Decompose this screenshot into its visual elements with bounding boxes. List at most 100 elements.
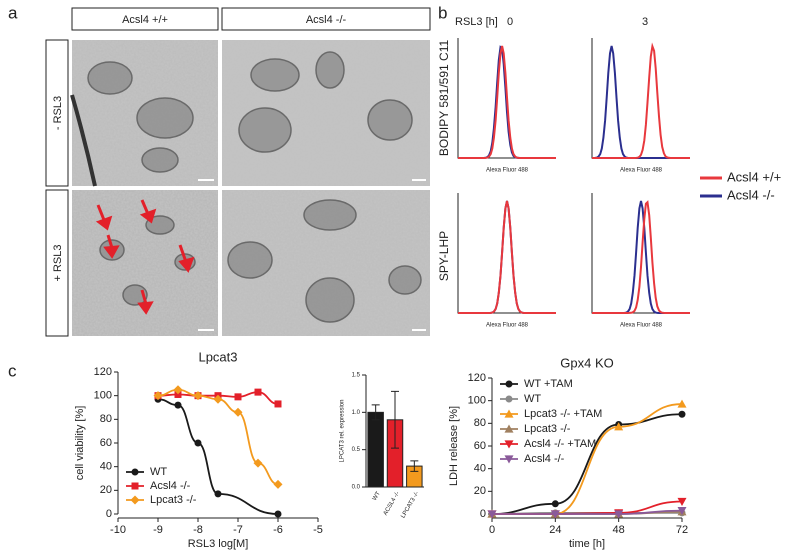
hist-curve — [592, 42, 690, 159]
y-axis-label: cell viability [%] — [74, 406, 86, 481]
column-header-box — [71, 7, 219, 31]
point — [213, 394, 223, 404]
column-header: Acsl4 -/- — [306, 14, 347, 26]
time-value: 0 — [507, 16, 513, 28]
row-header-box — [45, 39, 69, 187]
y-tick-label: 0 — [480, 508, 486, 520]
panel-label: a — [8, 3, 18, 22]
series-line — [491, 403, 683, 515]
point — [678, 410, 686, 418]
error-bar — [391, 390, 399, 449]
legend-label: Acsl4 -/- — [150, 480, 191, 492]
y-tick-label: 80 — [100, 413, 112, 425]
legend-marker — [505, 395, 513, 403]
point — [614, 510, 624, 519]
legend-marker — [130, 495, 140, 505]
legend-label: Lpcat3 -/- — [150, 494, 197, 506]
row-header: - RSL3 — [52, 96, 64, 130]
point — [233, 407, 243, 417]
legend-label: WT +TAM — [524, 378, 573, 390]
hist-x-label: Alexa Fluor 488 — [486, 323, 529, 329]
point — [677, 399, 687, 408]
x-tick-label: 0 — [489, 524, 495, 536]
y-tick-label: 120 — [94, 366, 112, 378]
x-tick-label: -7 — [233, 524, 243, 536]
series-line — [491, 413, 683, 515]
time-value: 3 — [642, 16, 648, 28]
hist-x-label: Alexa Fluor 488 — [620, 323, 663, 329]
point — [677, 507, 687, 516]
legend-marker — [504, 455, 514, 464]
point — [194, 439, 202, 447]
chart-title: Lpcat3 — [198, 349, 237, 364]
point — [614, 422, 624, 431]
hist-curve — [458, 200, 556, 314]
point — [273, 479, 283, 489]
y-tick-label: 0.0 — [352, 485, 361, 491]
point — [174, 401, 182, 409]
point — [214, 490, 222, 498]
row-header-box — [45, 189, 69, 337]
point — [274, 510, 282, 518]
column-header: Acsl4 +/+ — [122, 14, 168, 26]
x-tick-label: 72 — [676, 524, 688, 536]
column-header-box — [221, 7, 431, 31]
point — [253, 458, 263, 468]
hist-axes — [457, 193, 556, 314]
legend-marker — [504, 409, 514, 418]
x-tick-label: WT — [372, 490, 382, 501]
legend-marker — [131, 482, 139, 490]
y-tick-label: 0.5 — [352, 447, 361, 453]
point — [254, 388, 262, 396]
y-tick-label: 40 — [100, 461, 112, 473]
hist-curve — [592, 200, 690, 314]
legend-marker — [505, 380, 513, 388]
bar — [367, 411, 384, 488]
series-line — [491, 509, 683, 515]
legend-marker — [504, 424, 514, 433]
x-tick-label: 24 — [549, 524, 561, 536]
legend-label: Lpcat3 -/- — [524, 423, 571, 435]
y-tick-label: 0 — [106, 508, 112, 520]
point — [487, 510, 497, 519]
row-label: BODIPY 581/591 C11 — [437, 40, 451, 157]
x-tick-label: 48 — [613, 524, 625, 536]
y-tick-label: 20 — [474, 485, 486, 497]
hist-curve — [458, 45, 556, 159]
time-label: RSL3 [h] — [455, 16, 498, 28]
error-bar — [410, 460, 419, 472]
hist-x-label: Alexa Fluor 488 — [486, 168, 529, 174]
point — [153, 391, 163, 401]
point — [550, 510, 560, 519]
x-tick-label: -9 — [153, 524, 163, 536]
legend-label: Acsl4 -/- — [524, 453, 565, 465]
x-tick-label: LPCAT3 -/- — [400, 491, 420, 520]
row-header: + RSL3 — [52, 245, 64, 282]
y-tick-label: 1.5 — [352, 373, 361, 379]
x-tick-label: -8 — [193, 524, 203, 536]
hist-x-label: Alexa Fluor 488 — [620, 168, 663, 174]
chart-title: Gpx4 KO — [560, 355, 613, 370]
y-tick-label: 60 — [474, 440, 486, 452]
y-tick-label: 100 — [94, 390, 112, 402]
point — [173, 385, 183, 395]
y-axis-label: LDH release [%] — [448, 406, 460, 486]
y-tick-label: 80 — [474, 417, 486, 429]
x-tick-label: -10 — [110, 524, 126, 536]
legend-label: WT — [150, 466, 167, 478]
point — [677, 497, 687, 507]
histograms: Alexa Fluor 488 Alexa Fluor 488 Alexa Fluo… — [457, 38, 781, 329]
legend-label: Acsl4 +/+ — [727, 169, 781, 184]
y-tick-label: 40 — [474, 463, 486, 475]
y-tick-label: 20 — [100, 484, 112, 496]
point — [551, 500, 559, 508]
micrographs — [70, 40, 430, 336]
y-tick-label: 1.0 — [352, 410, 361, 416]
point — [174, 390, 182, 398]
panel-label: c — [8, 361, 17, 380]
x-tick-label: -6 — [273, 524, 283, 536]
charts: Lpcat3 0 20 40 60 80 100 120 cell viability [%] -… — [74, 349, 688, 549]
x-tick-label: -5 — [313, 524, 323, 536]
hist-curve — [592, 45, 690, 159]
